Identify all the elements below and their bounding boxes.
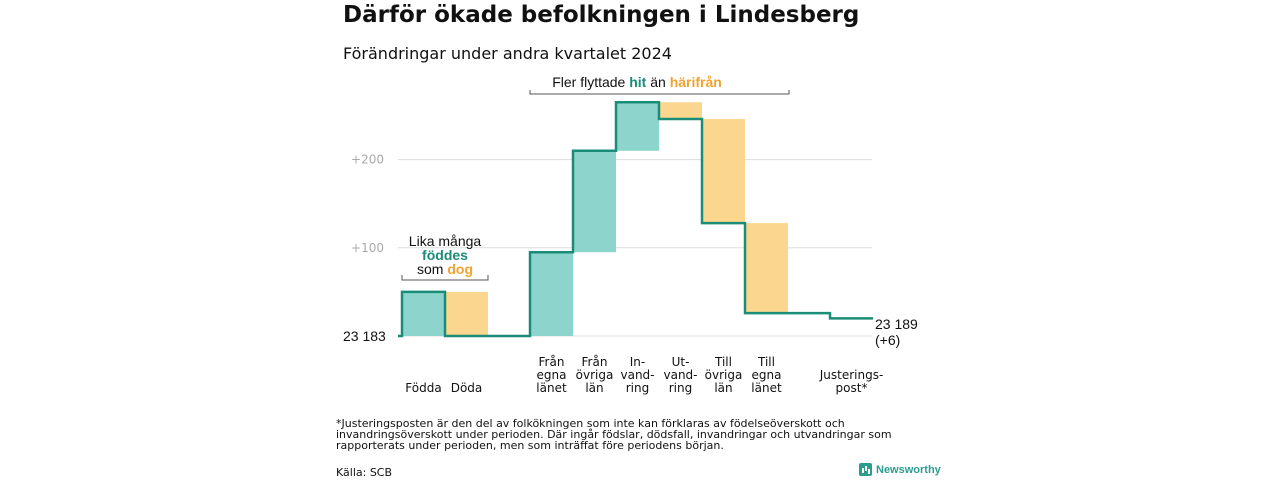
y-tick-label: +100 (351, 241, 384, 255)
start-value-label: 23 183 (343, 328, 386, 344)
category-label-6: vand- (663, 368, 697, 382)
end-value-label: 23 189 (875, 316, 918, 332)
annotation-births-deaths-segment: som (417, 261, 447, 277)
newsworthy-logo-icon (859, 463, 872, 476)
category-label-5: ring (626, 381, 650, 395)
category-label-3: Från (539, 355, 565, 369)
annotation-births-deaths-line-3: som dog (417, 261, 473, 277)
category-label-2: Döda (451, 381, 483, 395)
annotation-bracket-migration (529, 90, 790, 95)
brand-name: Newsworthy (876, 463, 941, 476)
category-label-7: län (714, 381, 732, 395)
category-label-9: post* (836, 381, 868, 395)
category-label-3: länet (536, 381, 567, 395)
annotation-births-deaths-line-2: föddes (422, 247, 468, 263)
category-label-4: övriga (576, 368, 614, 382)
annotation-births-deaths-segment: föddes (422, 247, 468, 263)
annotation-births-deaths-line-1: Lika många (409, 233, 482, 249)
chart-title: Därför ökade befolkningen i Lindesberg (343, 2, 860, 28)
source-credit: Källa: SCB (336, 466, 393, 479)
cumulative-step-line (398, 101, 873, 338)
brand: Newsworthy (859, 463, 941, 476)
category-label-9: Justerings- (819, 368, 884, 382)
category-label-7: övriga (705, 368, 743, 382)
y-tick-label: +200 (351, 153, 384, 167)
category-label-7: Till (714, 355, 732, 369)
annotation-migration-line-1: Fler flyttade hit än härifrån (552, 74, 722, 90)
annotation-migration-segment: än (646, 74, 669, 90)
category-label-8: länet (751, 381, 782, 395)
annotation-births-deaths-segment: dog (447, 261, 473, 277)
bar-2 (445, 291, 488, 336)
category-label-6: Ut- (672, 355, 690, 369)
bar-3 (530, 252, 573, 336)
category-label-5: In- (630, 355, 645, 369)
bar-5 (616, 102, 659, 151)
bar-7 (702, 119, 745, 224)
category-label-8: Till (757, 355, 775, 369)
footnote: *Justeringsposten är den del av folkökni… (336, 417, 892, 452)
category-label-3: egna (537, 368, 567, 382)
category-label-4: län (585, 381, 603, 395)
bar-1 (402, 291, 445, 336)
bar-6 (659, 102, 702, 120)
category-label-6: ring (669, 381, 693, 395)
category-label-5: vand- (620, 368, 654, 382)
chart-subtitle: Förändringar under andra kvartalet 2024 (343, 44, 672, 63)
annotation-bracket-births-deaths (401, 275, 489, 281)
annotation-migration-segment: härifrån (670, 74, 722, 90)
annotation-births-deaths-segment: Lika många (409, 233, 482, 249)
category-label-1: Födda (405, 381, 441, 395)
bar-4 (573, 150, 616, 253)
category-label-4: Från (582, 355, 608, 369)
annotation-migration-segment: hit (629, 74, 646, 90)
category-label-8: egna (752, 368, 782, 382)
end-change-label: (+6) (875, 332, 900, 348)
bar-8 (745, 223, 788, 314)
annotation-migration-segment: Fler flyttade (552, 74, 629, 90)
